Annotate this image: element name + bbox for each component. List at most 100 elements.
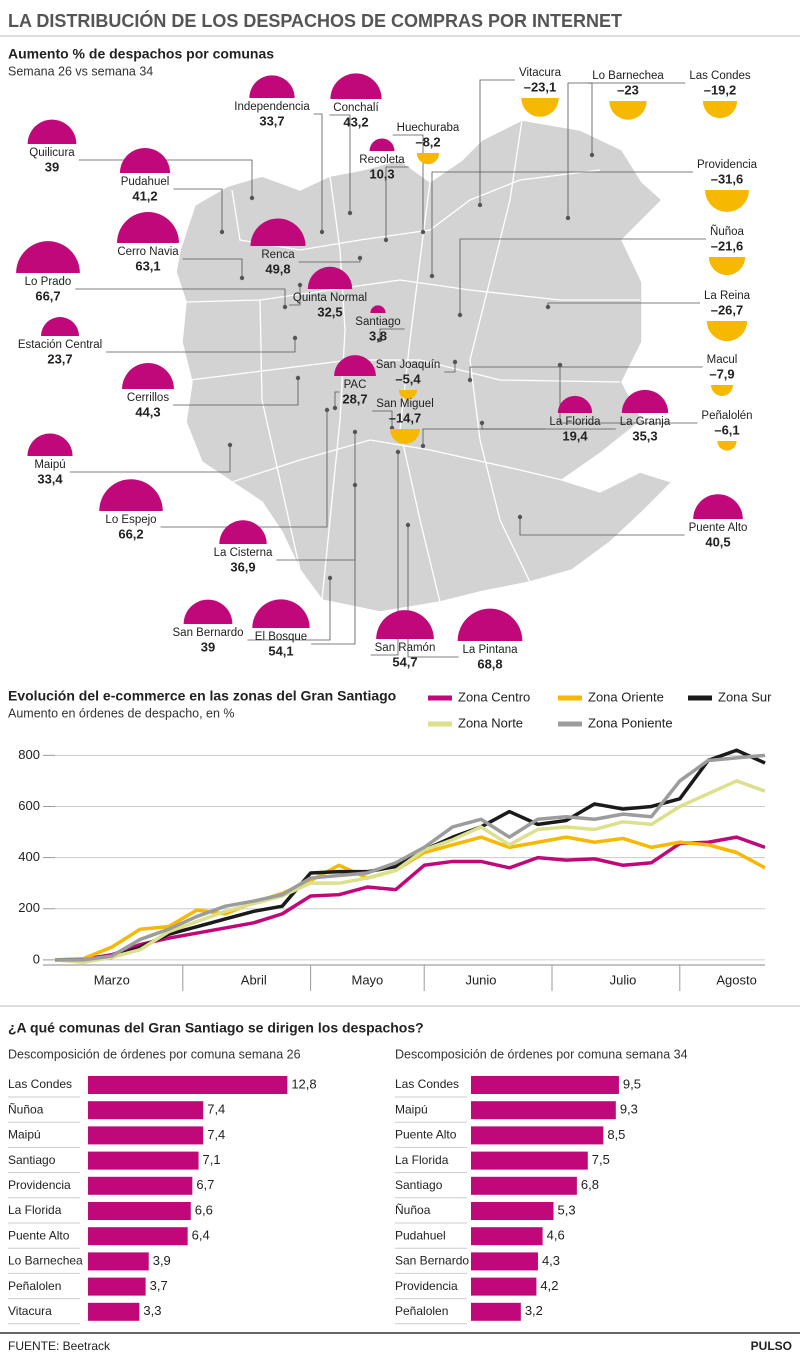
x-tick-label: Marzo (94, 972, 130, 987)
leader-dot (347, 210, 353, 216)
commune-value: –5,4 (395, 371, 421, 386)
border (399, 181, 441, 603)
commune-name: Peñalolén (701, 410, 752, 422)
leader-line (247, 578, 331, 641)
leader-dot (420, 443, 426, 449)
y-tick-label: 400 (18, 849, 40, 864)
line-title: Evolución del e-commerce en las zonas de… (8, 688, 396, 704)
commune-name: La Pintana (463, 644, 519, 656)
commune-name: Conchalí (333, 102, 379, 114)
leader-dot (219, 229, 225, 235)
leader-dot (377, 337, 383, 343)
bar-value-label: 9,3 (620, 1102, 638, 1117)
commune-value: –23,1 (524, 79, 557, 94)
leader-dot (282, 304, 288, 310)
leader-dot (479, 420, 485, 426)
commune-value: –8,2 (415, 134, 440, 149)
commune-name: Cerro Navia (117, 246, 179, 258)
commune-value: 44,3 (135, 404, 160, 419)
leader-dot (452, 359, 458, 365)
leader-line (311, 485, 356, 645)
commune-value: 10,3 (369, 166, 394, 181)
bar (88, 1076, 288, 1094)
semicircle (708, 257, 746, 276)
leader-dot (420, 229, 426, 235)
map-markers: Quilicura39Independencia33,7Conchalí43,2… (16, 67, 758, 671)
commune-value: 33,4 (37, 471, 63, 486)
y-tick-label: 600 (18, 798, 40, 813)
bar-category: Pudahuel (395, 1228, 446, 1242)
bar-value-label: 9,5 (623, 1076, 641, 1091)
bar-category: Puente Alto (8, 1228, 70, 1242)
leader-dot (249, 195, 255, 201)
commune-name: Maipú (34, 459, 65, 471)
bar (471, 1151, 588, 1170)
bar (471, 1277, 537, 1296)
commune-name: Estación Central (18, 339, 102, 351)
commune-value: –19,2 (704, 82, 737, 97)
leader-dot (295, 375, 301, 381)
leader-dot (352, 482, 358, 488)
commune-name: Puente Alto (689, 522, 748, 534)
commune-value: –23 (617, 82, 639, 97)
commune-value: 35,3 (632, 428, 657, 443)
commune-name: Lo Barnechea (592, 70, 664, 82)
bar (471, 1252, 538, 1271)
leader-line (182, 258, 243, 278)
commune-value: 39 (45, 159, 59, 174)
bar-value-label: 3,9 (153, 1253, 171, 1268)
leader-dot (557, 362, 563, 368)
commune-value: –6,1 (714, 422, 739, 437)
leader-dot (405, 522, 411, 528)
leader-line (407, 525, 459, 658)
bar (471, 1227, 543, 1246)
bar-category: Peñalolen (395, 1304, 448, 1318)
commune-value: 19,4 (562, 428, 588, 443)
commune-name: El Bosque (255, 631, 307, 643)
commune-name: San Miguel (376, 398, 434, 410)
bar (88, 1151, 199, 1170)
y-tick-label: 200 (18, 900, 40, 915)
semicircle (250, 218, 306, 246)
bar-title: Descomposición de órdenes por comuna sem… (8, 1047, 301, 1061)
border (469, 119, 531, 583)
leader-line (329, 114, 351, 213)
semicircle (330, 73, 382, 99)
leader-line (334, 391, 340, 408)
leader-line (431, 171, 693, 276)
leader-line (106, 338, 296, 353)
leader-line (444, 362, 456, 373)
commune-name: Cerrillos (127, 392, 169, 404)
x-tick-label: Mayo (352, 972, 384, 987)
commune-name: Vitacura (519, 67, 562, 79)
leader-dot (545, 304, 551, 310)
commune-value: –14,7 (389, 410, 422, 425)
semicircle (398, 390, 418, 400)
leader-dot (477, 202, 483, 208)
commune-name: Quilicura (29, 147, 75, 159)
bars-section-title: ¿A qué comunas del Gran Santiago se diri… (8, 1020, 424, 1036)
bar (88, 1252, 149, 1271)
leader-line (160, 410, 328, 528)
leader-line (559, 365, 698, 424)
border (231, 439, 563, 483)
commune-name: La Cisterna (214, 547, 273, 559)
commune-name: Huechuraba (397, 122, 460, 134)
commune-name: Independencia (234, 101, 310, 113)
commune-value: 68,8 (477, 656, 502, 671)
commune-name: Renca (261, 249, 295, 261)
commune-value: 66,2 (118, 526, 143, 541)
leader-dot (332, 405, 338, 411)
semicircle (705, 190, 749, 212)
commune-name: Quinta Normal (293, 292, 367, 304)
commune-value: 33,7 (259, 113, 284, 128)
semicircle (27, 119, 77, 144)
commune-value: 41,2 (132, 188, 157, 203)
leader-line (519, 517, 685, 536)
legend-label: Zona Poniente (588, 715, 673, 730)
bar-value-label: 6,7 (196, 1177, 214, 1192)
leader-line (75, 288, 286, 307)
bar (88, 1227, 188, 1246)
leader-line (422, 428, 616, 446)
